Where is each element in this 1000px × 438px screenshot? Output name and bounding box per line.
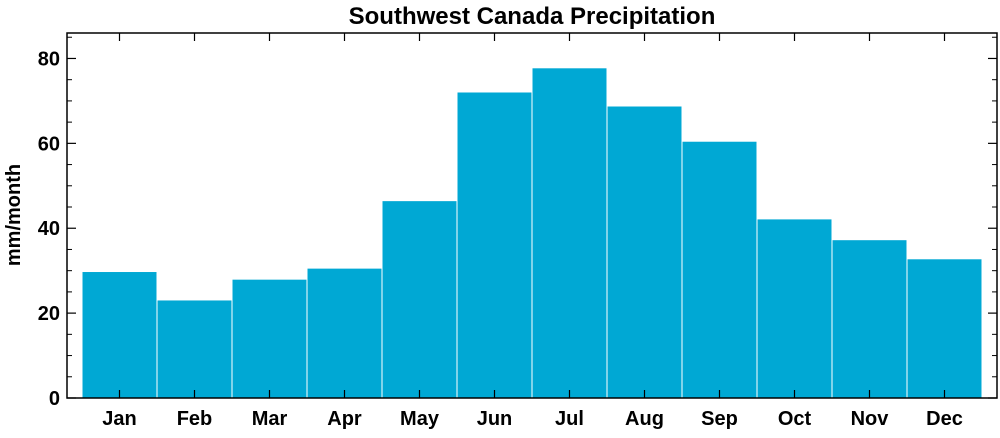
x-tick-label-apr: Apr [327,408,362,430]
y-tick-label: 60 [38,133,60,155]
y-axis-label: mm/month [3,164,25,266]
axes-layer [66,32,998,399]
chart-title: Southwest Canada Precipitation [349,3,716,30]
x-tick-label-mar: Mar [252,408,288,430]
x-tick-label-oct: Oct [778,408,812,430]
bar-dec [906,258,983,399]
bar-mar [231,278,308,399]
x-tick-label-feb: Feb [177,408,213,430]
x-tick-label-jul: Jul [555,408,584,430]
bar-sep [681,140,758,399]
x-tick-label-dec: Dec [926,408,963,430]
x-tick-label-may: May [400,408,440,430]
bar-jun [456,91,533,399]
bar-jul [531,67,608,399]
x-tick-label-aug: Aug [625,408,664,430]
labels-layer: 0 20 40 60 80 Jan Feb Mar Apr May Jun Jul Aug Sep Oct N… [38,48,963,430]
bar-oct [756,218,833,399]
y-tick-label: 40 [38,218,60,240]
bar-aug [606,105,683,399]
y-tick-label: 80 [38,48,60,70]
bar-nov [831,239,908,399]
bar-jan [81,271,158,399]
x-tick-label-jan: Jan [102,408,136,430]
y-tick-label: 20 [38,303,60,325]
bar-feb [156,299,233,399]
plot-frame [66,32,998,399]
bars-layer [81,67,983,399]
x-tick-label-sep: Sep [701,408,738,430]
bar-may [381,200,458,399]
y-tick-label: 0 [49,388,60,410]
x-tick-label-nov: Nov [851,408,890,430]
x-tick-label-jun: Jun [477,408,513,430]
bar-apr [306,267,383,399]
